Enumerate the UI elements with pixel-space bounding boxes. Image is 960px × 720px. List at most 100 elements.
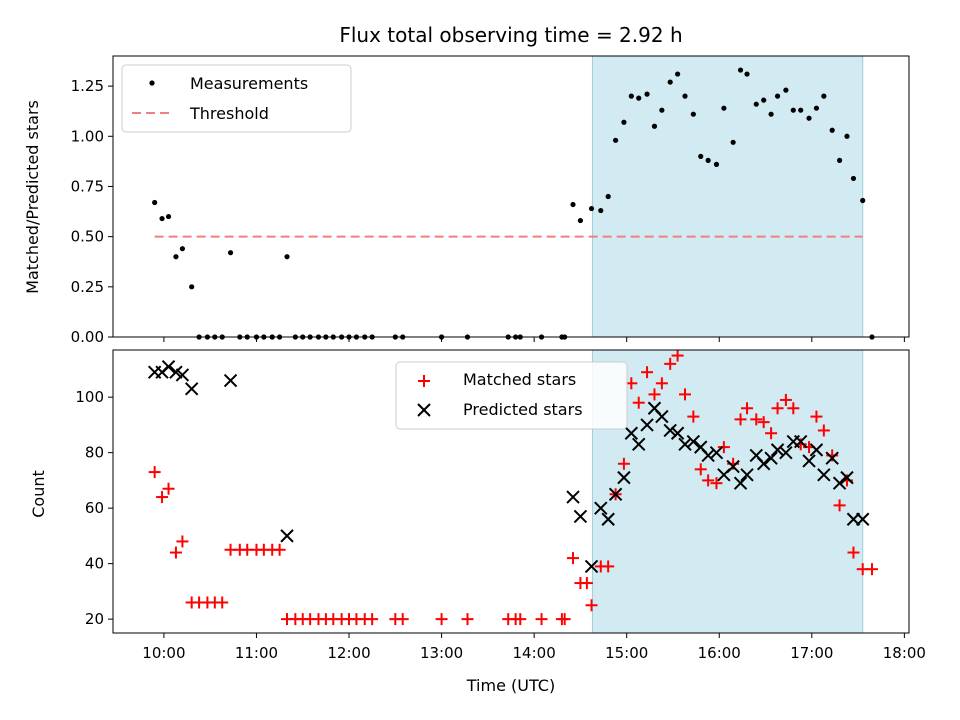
measurement-point xyxy=(721,105,727,111)
measurement-point xyxy=(768,111,774,117)
matched-star-point xyxy=(162,482,175,495)
matched-star-point xyxy=(750,413,763,426)
bottom-y-tick-label: 20 xyxy=(85,610,104,628)
measurement-point xyxy=(667,79,673,85)
matched-star-point xyxy=(580,577,593,590)
measurement-point xyxy=(850,175,857,182)
measurement-point xyxy=(152,199,158,206)
matched-star-point xyxy=(617,457,630,470)
matched-star-point xyxy=(771,402,784,415)
predicted-star-point xyxy=(632,437,646,452)
predicted-star-point xyxy=(617,470,631,485)
predicted-star-point xyxy=(740,468,754,482)
legend-predicted-marker xyxy=(417,403,431,417)
predicted-star-point xyxy=(793,434,808,449)
predicted-star-point xyxy=(624,426,639,440)
measurement-point xyxy=(860,197,866,204)
top-y-tick-label: 1.25 xyxy=(71,77,104,95)
x-tick-label: 17:00 xyxy=(790,644,833,662)
matched-star-point xyxy=(435,613,448,626)
top-x-ticks xyxy=(163,337,905,342)
matched-star-point xyxy=(585,599,598,612)
bottom-x-ticks: 10:00 11:00 12:00 13:00 14:00 15:00 16:00 17:00… xyxy=(142,633,926,662)
matched-star-point xyxy=(216,596,229,609)
measurement-point xyxy=(798,107,804,113)
measurement-point xyxy=(570,201,576,208)
measurement-point xyxy=(173,254,179,260)
x-tick-label: 16:00 xyxy=(698,644,741,662)
matched-star-point xyxy=(687,410,700,423)
measurement-point xyxy=(844,133,850,139)
measurement-point xyxy=(744,71,750,77)
predicted-star-points xyxy=(147,359,870,574)
predicted-star-point xyxy=(709,445,724,460)
matched-star-point xyxy=(679,388,692,401)
matched-star-point xyxy=(396,613,409,626)
x-tick-label: 15:00 xyxy=(605,644,648,662)
predicted-star-point xyxy=(856,512,870,526)
matched-star-point xyxy=(734,413,747,426)
matched-star-point xyxy=(757,416,770,429)
predicted-star-point xyxy=(670,426,685,440)
measurement-point xyxy=(705,157,711,163)
legend-measurements-label: Measurements xyxy=(190,74,308,93)
legend-measurements-marker xyxy=(149,80,155,86)
predicted-star-point xyxy=(802,454,816,468)
x-tick-label: 11:00 xyxy=(235,644,278,662)
top-legend: Measurements Threshold xyxy=(121,64,352,133)
top-y-tick-label: 0.00 xyxy=(71,328,104,346)
top-legend-box xyxy=(121,64,352,133)
predicted-star-point xyxy=(608,487,623,501)
measurement-point xyxy=(698,153,704,159)
measurement-point xyxy=(730,139,736,145)
matched-star-point xyxy=(810,410,823,423)
top-panel: 0.00 0.25 0.50 0.75 1.00 1.25 Matched/Predict… xyxy=(23,55,910,346)
matched-star-point xyxy=(847,546,860,559)
predicted-star-point xyxy=(840,470,854,485)
predicted-star-point xyxy=(726,459,740,474)
bottom-y-tick-label: 40 xyxy=(85,555,104,573)
x-tick-label: 13:00 xyxy=(420,644,463,662)
matched-star-point xyxy=(514,613,527,626)
chart-title: Flux total observing time = 2.92 h xyxy=(339,23,682,47)
matched-star-point xyxy=(156,491,169,504)
x-tick-label: 14:00 xyxy=(513,644,556,662)
top-y-ticks: 0.00 0.25 0.50 0.75 1.00 1.25 xyxy=(71,77,113,346)
predicted-star-point xyxy=(756,457,771,471)
measurement-point xyxy=(690,111,696,117)
legend-matched-marker xyxy=(418,375,430,387)
measurement-point xyxy=(713,161,720,167)
matched-star-point xyxy=(694,463,707,476)
predicted-star-point xyxy=(779,445,793,460)
legend-threshold-label: Threshold xyxy=(189,104,269,123)
predicted-star-point xyxy=(825,451,839,465)
predicted-star-point xyxy=(663,423,677,438)
matched-star-point xyxy=(671,349,684,362)
measurement-point xyxy=(179,246,186,252)
matched-star-point xyxy=(176,535,189,548)
predicted-star-point xyxy=(832,476,847,490)
bottom-y-ticks: 20 40 60 80 100 xyxy=(75,388,113,628)
bottom-y-tick-label: 100 xyxy=(75,388,104,406)
measurement-point xyxy=(821,93,827,99)
predicted-star-point xyxy=(566,490,580,504)
matched-star-point xyxy=(273,543,286,556)
predicted-star-point xyxy=(655,409,669,424)
measurement-point xyxy=(790,107,796,113)
predicted-star-point xyxy=(161,359,176,374)
measurement-point xyxy=(628,93,634,99)
bottom-legend-box xyxy=(395,361,628,430)
measurement-point xyxy=(284,254,290,260)
matched-star-points xyxy=(148,349,878,626)
x-tick-label: 18:00 xyxy=(883,644,926,662)
bottom-y-tick-label: 60 xyxy=(85,499,104,517)
matched-star-point xyxy=(535,613,548,626)
matched-star-point xyxy=(833,499,846,512)
bottom-axes-frame xyxy=(112,349,910,634)
measurement-point xyxy=(588,205,595,212)
measurement-point xyxy=(836,157,843,163)
measurement-point xyxy=(651,123,658,129)
matched-star-point xyxy=(602,560,615,573)
measurement-point xyxy=(636,95,642,101)
